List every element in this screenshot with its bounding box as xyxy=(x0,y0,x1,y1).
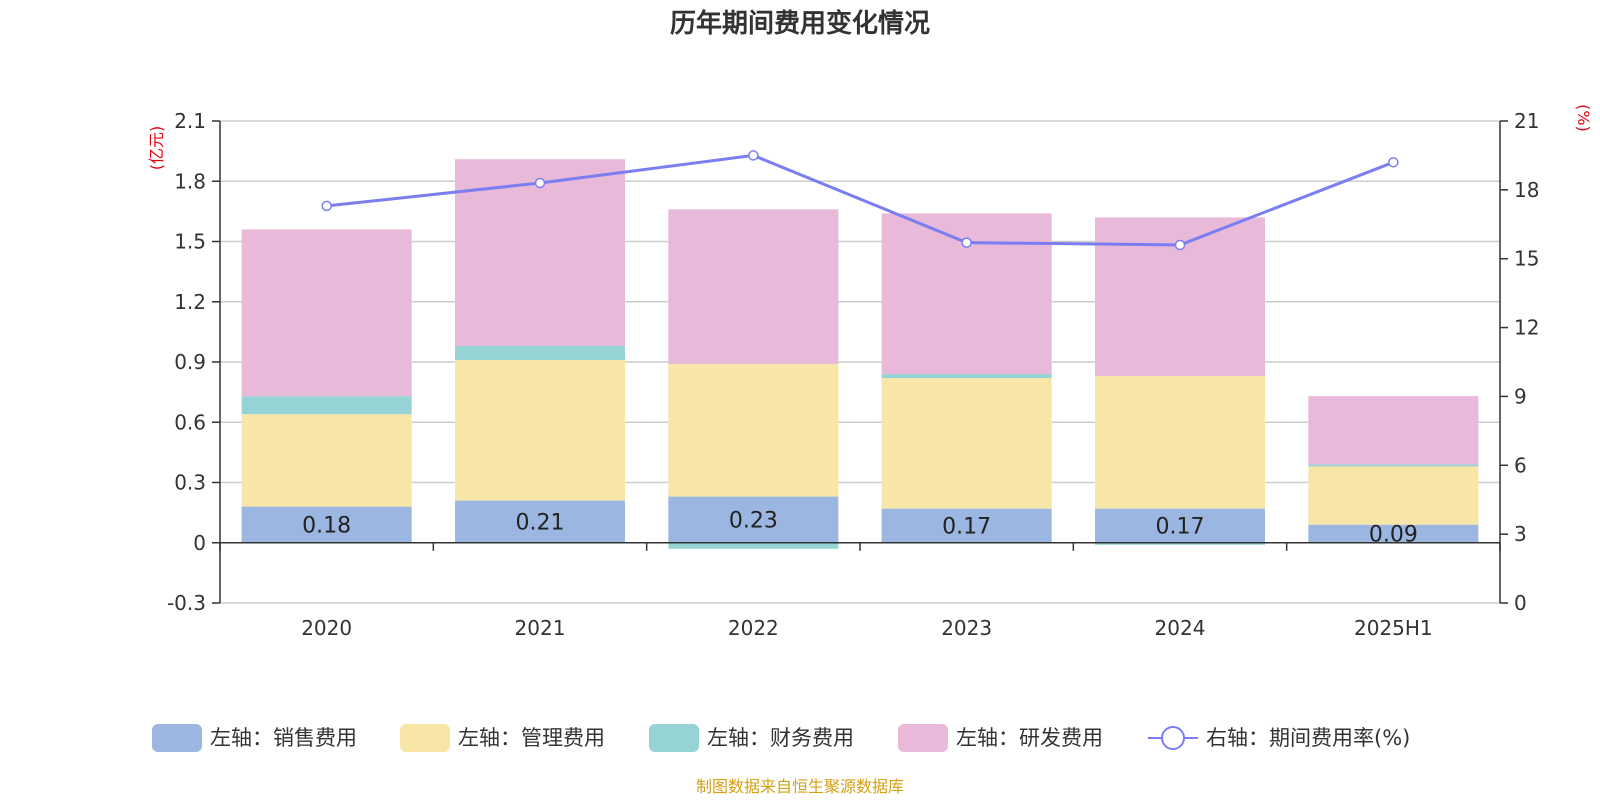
bar-1-2022 xyxy=(668,364,839,497)
left-tick-label: 0.9 xyxy=(174,350,206,374)
right-tick-label: 3 xyxy=(1514,522,1527,546)
data-label: 0.17 xyxy=(1156,515,1205,540)
legend-label-4: 右轴：期间费用率(%) xyxy=(1206,726,1410,750)
data-label: 0.17 xyxy=(942,515,991,540)
x-tick-label: 2022 xyxy=(728,616,779,640)
bar-1-2024 xyxy=(1095,376,1265,509)
expense-rate-point-2025H1 xyxy=(1388,157,1399,168)
data-label: 0.09 xyxy=(1369,523,1418,548)
legend-swatch-2 xyxy=(649,724,699,752)
source-note: 制图数据来自恒生聚源数据库 xyxy=(696,777,904,796)
left-tick-label: 0.6 xyxy=(174,410,206,434)
legend: 左轴：销售费用 左轴：管理费用 左轴：财务费用 左轴：研发费用 右轴：期间费用率(%) xyxy=(152,724,1410,752)
left-tick-label: 1.5 xyxy=(174,230,206,254)
expense-rate-line xyxy=(321,150,1399,251)
bar-0-2020 xyxy=(241,506,412,543)
bar-1-2025H1 xyxy=(1308,466,1479,525)
bars xyxy=(241,159,1479,549)
left-tick-label: -0.3 xyxy=(167,591,206,615)
bar-1-2020 xyxy=(241,414,412,507)
legend-swatch-3 xyxy=(898,724,948,752)
data-label: 0.21 xyxy=(516,511,565,536)
left-axis-unit: (亿元) xyxy=(147,126,166,171)
bar-0-2022 xyxy=(668,496,839,543)
legend-label-2: 左轴：财务费用 xyxy=(707,726,854,750)
left-tick-label: 0 xyxy=(193,531,206,555)
bar-3-2022 xyxy=(668,209,839,365)
left-tick-label: 1.8 xyxy=(174,169,206,193)
right-tick-label: 6 xyxy=(1514,453,1527,477)
bar-2-2022 xyxy=(668,542,839,549)
expense-rate-polyline xyxy=(326,153,1394,247)
bar-0-2025H1 xyxy=(1308,524,1479,543)
bar-2-2025H1 xyxy=(1308,464,1479,467)
bar-1-2023 xyxy=(881,378,1052,509)
legend-swatch-1 xyxy=(400,724,450,752)
bar-2-2021 xyxy=(455,345,625,360)
bar-1-2021 xyxy=(455,359,625,501)
expense-rate-point-2021 xyxy=(534,177,546,189)
left-tick-label: 0.3 xyxy=(174,471,206,495)
legend-circle-swatch xyxy=(1161,726,1185,750)
bar-2-2023 xyxy=(881,374,1052,379)
right-axis-unit: (%) xyxy=(1574,104,1593,132)
bar-3-2020 xyxy=(241,229,412,397)
expense-rate-point-2024 xyxy=(1174,239,1186,251)
bar-0-2024 xyxy=(1095,508,1265,543)
left-tick-label: 2.1 xyxy=(174,109,206,133)
right-tick-label: 18 xyxy=(1514,178,1539,202)
right-tick-label: 9 xyxy=(1514,384,1527,408)
x-tick-label: 2021 xyxy=(515,616,566,640)
legend-label-1: 左轴：管理费用 xyxy=(458,726,605,750)
bar-3-2025H1 xyxy=(1308,396,1479,465)
right-tick-label: 15 xyxy=(1514,247,1539,271)
bar-0-2021 xyxy=(455,500,625,543)
bar-labels: 0.18 0.21 0.23 0.17 0.17 0.09 xyxy=(302,509,1418,548)
expense-rate-point-2023 xyxy=(961,237,972,248)
right-tick-label: 12 xyxy=(1514,316,1539,340)
right-tick-label: 21 xyxy=(1514,109,1539,133)
bar-0-2023 xyxy=(881,508,1052,543)
expense-rate-point-2022 xyxy=(748,150,759,161)
x-tick-label: 2024 xyxy=(1155,616,1206,640)
bar-2-2020 xyxy=(241,396,412,415)
expense-rate-point-2020 xyxy=(321,200,332,212)
data-label: 0.18 xyxy=(302,514,351,539)
axes: -0.3 0 0.3 0.6 0.9 1.2 1.5 1.8 2.1 0 3 6 9 12 15 18 21 20… xyxy=(167,109,1539,640)
bar-2-2024 xyxy=(1095,542,1265,545)
x-tick-label: 2025H1 xyxy=(1354,616,1433,640)
grid xyxy=(220,120,1500,604)
data-label: 0.23 xyxy=(729,509,778,534)
legend-label-0: 左轴：销售费用 xyxy=(210,726,357,750)
left-tick-label: 1.2 xyxy=(174,290,206,314)
right-tick-label: 0 xyxy=(1514,591,1527,615)
legend-label-3: 左轴：研发费用 xyxy=(956,726,1103,750)
chart-title: 历年期间费用变化情况 xyxy=(670,8,930,39)
legend-swatch-0 xyxy=(152,724,202,752)
x-tick-label: 2020 xyxy=(301,616,352,640)
x-tick-label: 2023 xyxy=(941,616,992,640)
